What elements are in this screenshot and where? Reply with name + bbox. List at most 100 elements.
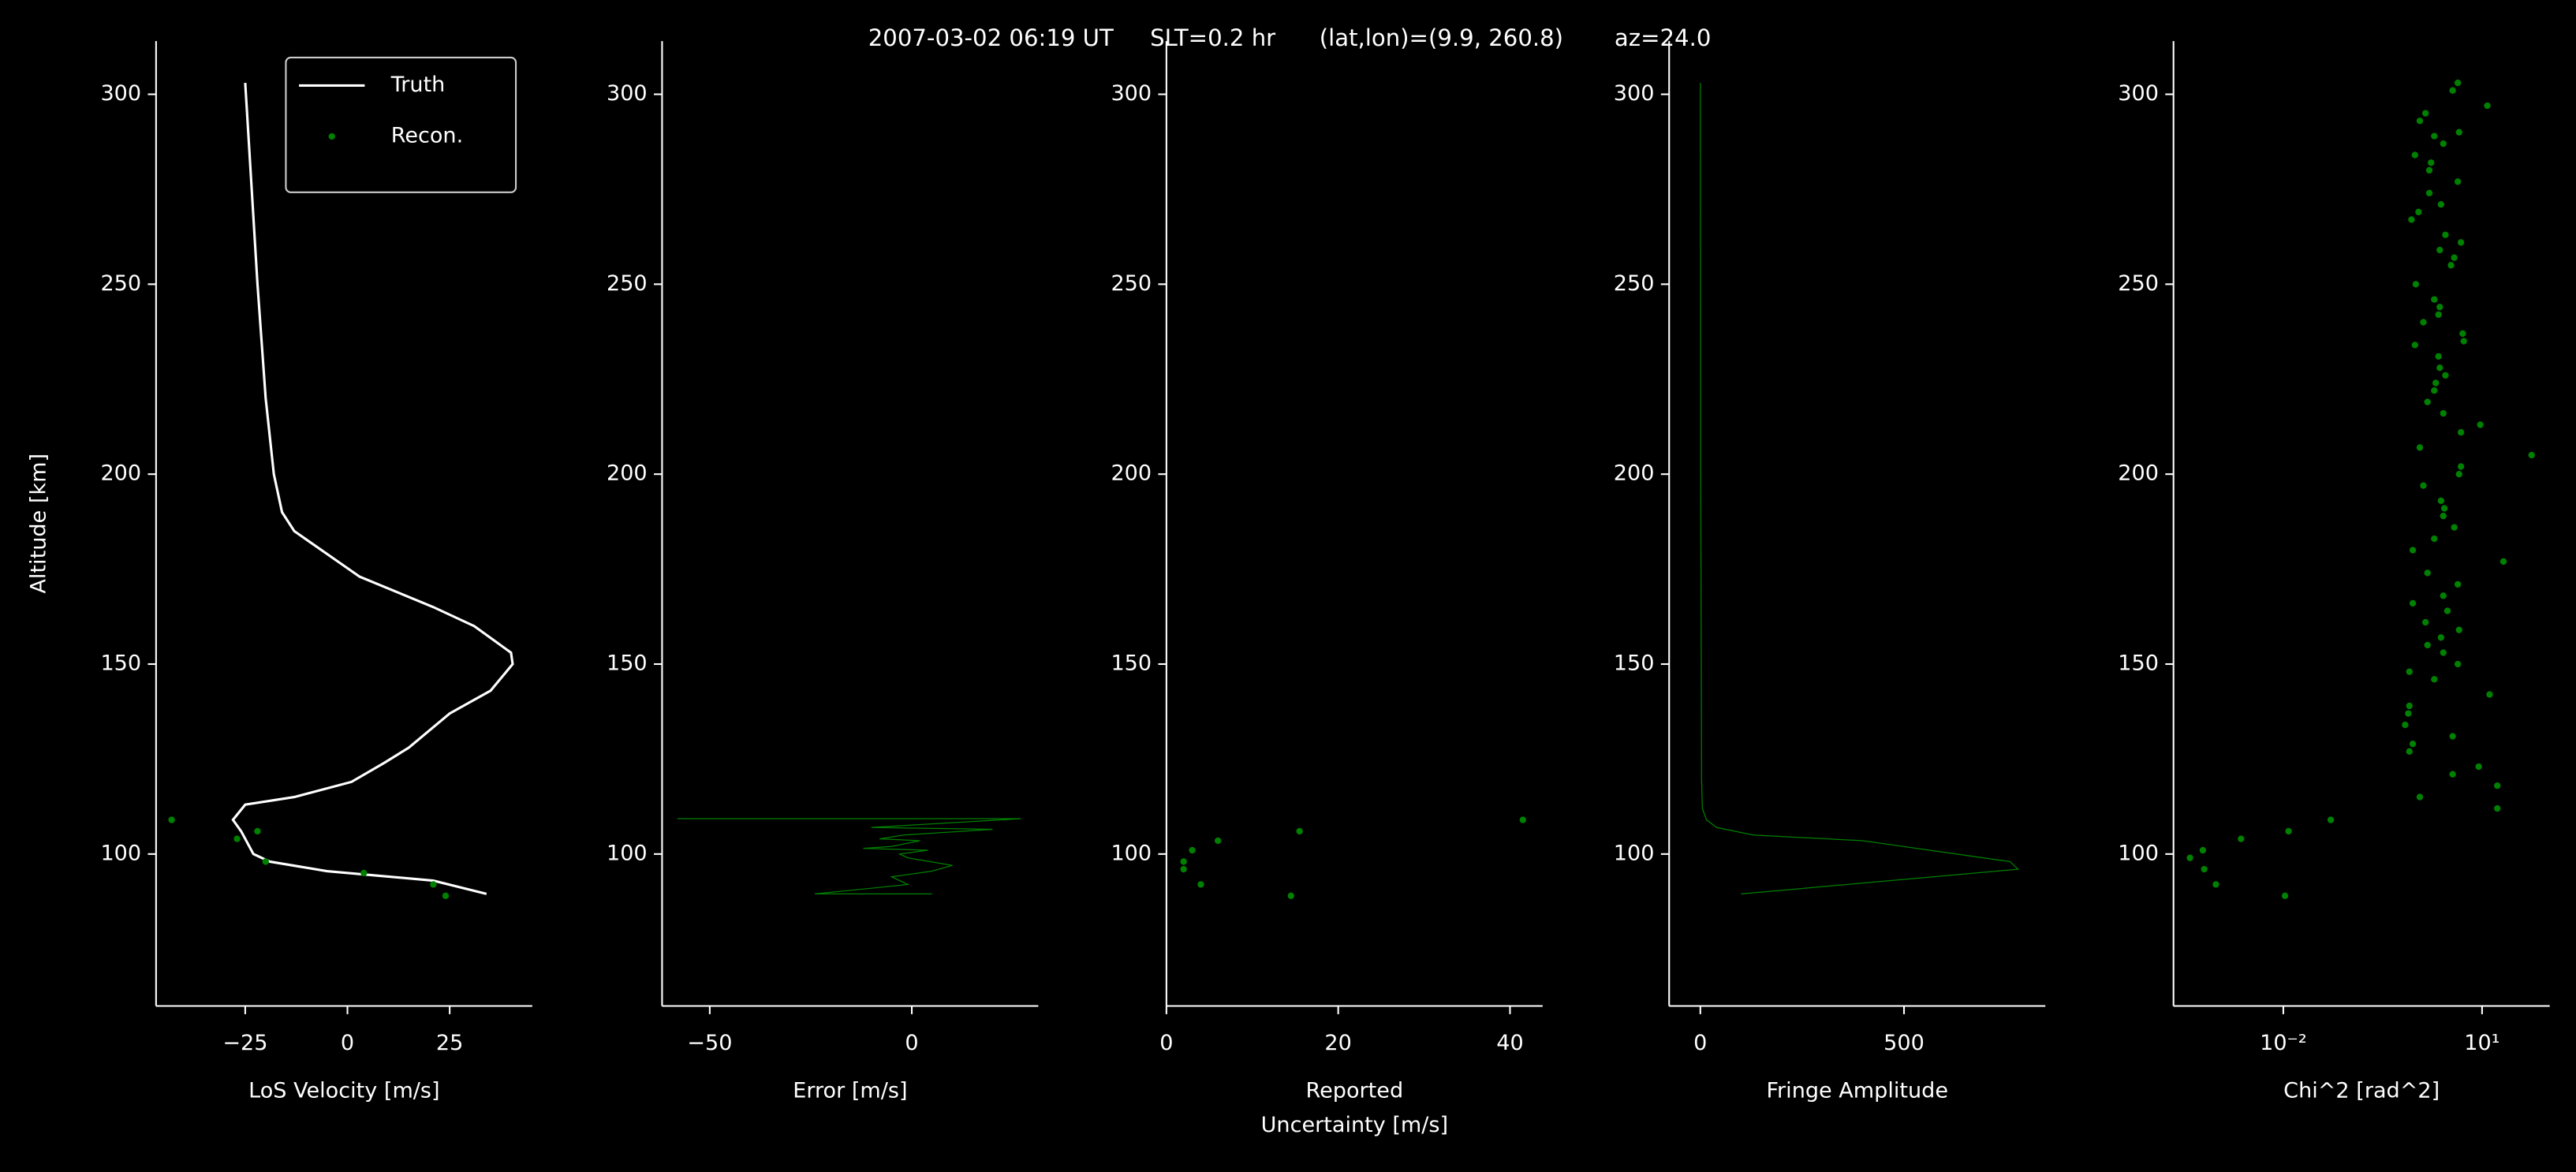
x-tick-label: 0 bbox=[341, 1031, 354, 1055]
data-point bbox=[2460, 338, 2467, 345]
x-tick-label: −25 bbox=[222, 1031, 267, 1055]
data-point bbox=[2440, 513, 2447, 520]
data-point bbox=[2424, 398, 2431, 405]
data-point bbox=[2455, 471, 2462, 478]
x-axis-label: Uncertainty [m/s] bbox=[1261, 1113, 1448, 1137]
y-tick-label: 150 bbox=[2118, 651, 2159, 676]
x-tick-label: 10¹ bbox=[2464, 1031, 2499, 1055]
data-point bbox=[2499, 558, 2507, 565]
legend-label: Truth bbox=[390, 73, 446, 97]
y-tick-label: 100 bbox=[1111, 841, 1152, 865]
data-point bbox=[2494, 804, 2501, 812]
y-axis-label: Altitude [km] bbox=[26, 453, 50, 594]
data-line bbox=[231, 82, 514, 895]
data-point bbox=[2425, 189, 2433, 196]
data-point bbox=[1180, 865, 1187, 873]
data-point bbox=[2412, 281, 2420, 288]
data-point bbox=[2199, 846, 2207, 854]
y-tick-label: 200 bbox=[100, 461, 141, 486]
data-point bbox=[2454, 580, 2462, 588]
x-axis-label: LoS Velocity [m/s] bbox=[248, 1078, 439, 1103]
data-point bbox=[2327, 816, 2335, 823]
data-point bbox=[2437, 201, 2445, 208]
data-point bbox=[2432, 379, 2440, 386]
y-tick-label: 300 bbox=[1111, 81, 1152, 106]
y-tick-label: 300 bbox=[2118, 81, 2159, 106]
data-point bbox=[2435, 353, 2442, 360]
data-point bbox=[2285, 827, 2292, 835]
data-point bbox=[2431, 133, 2438, 140]
data-point bbox=[442, 892, 450, 899]
data-point bbox=[2420, 482, 2427, 489]
data-point bbox=[1197, 881, 1204, 888]
data-point bbox=[2449, 87, 2456, 94]
data-point bbox=[2406, 668, 2413, 675]
y-tick-label: 250 bbox=[1111, 271, 1152, 296]
y-tick-label: 100 bbox=[607, 841, 648, 865]
data-point bbox=[2431, 676, 2438, 683]
data-point bbox=[2449, 733, 2456, 740]
data-point bbox=[2436, 364, 2443, 371]
data-point bbox=[2422, 618, 2429, 626]
data-point bbox=[2424, 641, 2431, 649]
data-point bbox=[2425, 166, 2433, 174]
data-point bbox=[2459, 330, 2466, 338]
y-tick-label: 300 bbox=[100, 81, 141, 106]
data-point bbox=[2201, 865, 2208, 873]
data-point bbox=[2447, 262, 2455, 269]
data-point bbox=[262, 858, 269, 865]
data-point bbox=[2416, 118, 2424, 125]
data-point bbox=[2422, 110, 2429, 117]
y-tick-label: 200 bbox=[1614, 461, 1655, 486]
legend-box bbox=[285, 56, 517, 193]
data-point bbox=[2437, 497, 2445, 505]
x-tick-label: 25 bbox=[436, 1031, 463, 1055]
data-point bbox=[2455, 129, 2462, 136]
data-point bbox=[2406, 702, 2413, 710]
y-tick-label: 100 bbox=[2118, 841, 2159, 865]
y-tick-label: 250 bbox=[1614, 271, 1655, 296]
data-point bbox=[2405, 710, 2412, 717]
y-tick-label: 300 bbox=[1614, 81, 1655, 106]
data-point bbox=[2431, 535, 2438, 543]
x-tick-label: −50 bbox=[687, 1031, 732, 1055]
figure-title: 2007-03-02 06:19 UT SLT=0.2 hr (lat,lon)… bbox=[868, 24, 1712, 51]
data-line bbox=[677, 818, 1021, 895]
data-point bbox=[2454, 178, 2462, 185]
data-point bbox=[2428, 159, 2435, 166]
data-point bbox=[168, 816, 175, 823]
y-tick-label: 250 bbox=[2118, 271, 2159, 296]
data-point bbox=[2440, 649, 2447, 656]
data-point bbox=[2409, 547, 2417, 554]
x-axis-label: Reported bbox=[1306, 1078, 1404, 1103]
data-point bbox=[2454, 79, 2462, 87]
data-line bbox=[1700, 83, 2020, 895]
data-point bbox=[2186, 854, 2193, 861]
y-tick-label: 150 bbox=[100, 651, 141, 676]
data-point bbox=[2457, 463, 2465, 470]
y-tick-label: 200 bbox=[1111, 461, 1152, 486]
data-point bbox=[2406, 748, 2413, 755]
x-tick-label: 10⁻² bbox=[2260, 1031, 2307, 1055]
data-point bbox=[1215, 837, 1222, 845]
data-point bbox=[2477, 421, 2484, 428]
y-tick-label: 150 bbox=[1614, 651, 1655, 676]
y-tick-label: 300 bbox=[607, 81, 648, 106]
y-tick-label: 100 bbox=[100, 841, 141, 865]
data-point bbox=[2411, 342, 2418, 349]
y-tick-label: 200 bbox=[607, 461, 648, 486]
data-point bbox=[1296, 827, 1303, 835]
data-point bbox=[2431, 296, 2438, 303]
data-point bbox=[2528, 451, 2535, 459]
x-axis-label: Chi^2 [rad^2] bbox=[2283, 1078, 2440, 1103]
data-point bbox=[2454, 660, 2462, 668]
data-point bbox=[2411, 151, 2418, 159]
data-point bbox=[2475, 763, 2482, 771]
data-point bbox=[2415, 208, 2422, 216]
data-point bbox=[2449, 771, 2456, 778]
data-point bbox=[2442, 231, 2449, 238]
data-point bbox=[2408, 216, 2415, 223]
